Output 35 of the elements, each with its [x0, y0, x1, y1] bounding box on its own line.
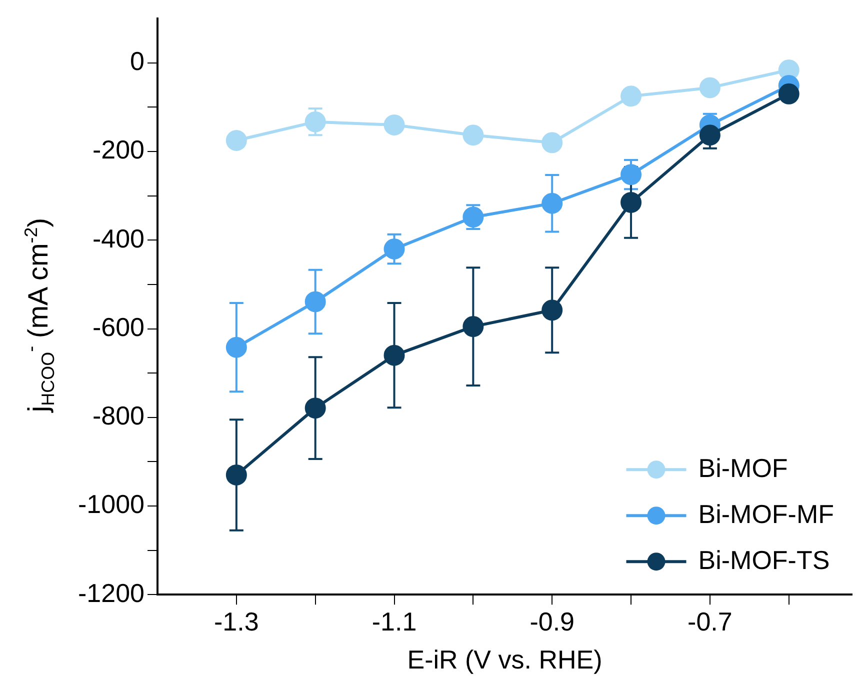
y-tick-label: -200 [92, 134, 144, 165]
point [620, 164, 642, 186]
legend-label: Bi-MOF-TS [698, 544, 830, 575]
legend-label: Bi-MOF-MF [698, 498, 834, 529]
point [542, 192, 563, 214]
point [462, 316, 484, 338]
point [384, 114, 405, 136]
point [384, 238, 405, 260]
y-tick-label: -600 [92, 312, 144, 342]
point [462, 124, 484, 146]
point [542, 300, 563, 321]
x-tick-label: -0.9 [530, 606, 575, 636]
legend-label: Bi-MOF [698, 452, 788, 483]
point [226, 130, 247, 151]
y-tick-label: 0 [130, 46, 144, 76]
x-tick-label: -1.1 [372, 606, 417, 636]
y-tick-label: -1200 [78, 578, 144, 608]
y-tick-label: -1000 [78, 489, 144, 520]
point [304, 111, 326, 132]
point [304, 291, 326, 312]
point [778, 83, 800, 104]
x-tick-label: -1.3 [214, 606, 259, 636]
point [384, 344, 405, 366]
y-tick-label: -800 [92, 400, 144, 431]
point [620, 86, 642, 107]
x-axis-title: E-iR (V vs. RHE) [407, 644, 602, 675]
point [304, 398, 326, 419]
point [699, 77, 720, 98]
point [226, 464, 247, 486]
point [226, 336, 247, 358]
point [542, 132, 563, 154]
point [620, 192, 642, 213]
x-tick-label: -0.7 [688, 606, 732, 636]
point [699, 124, 720, 146]
y-tick-label: -400 [92, 223, 144, 254]
